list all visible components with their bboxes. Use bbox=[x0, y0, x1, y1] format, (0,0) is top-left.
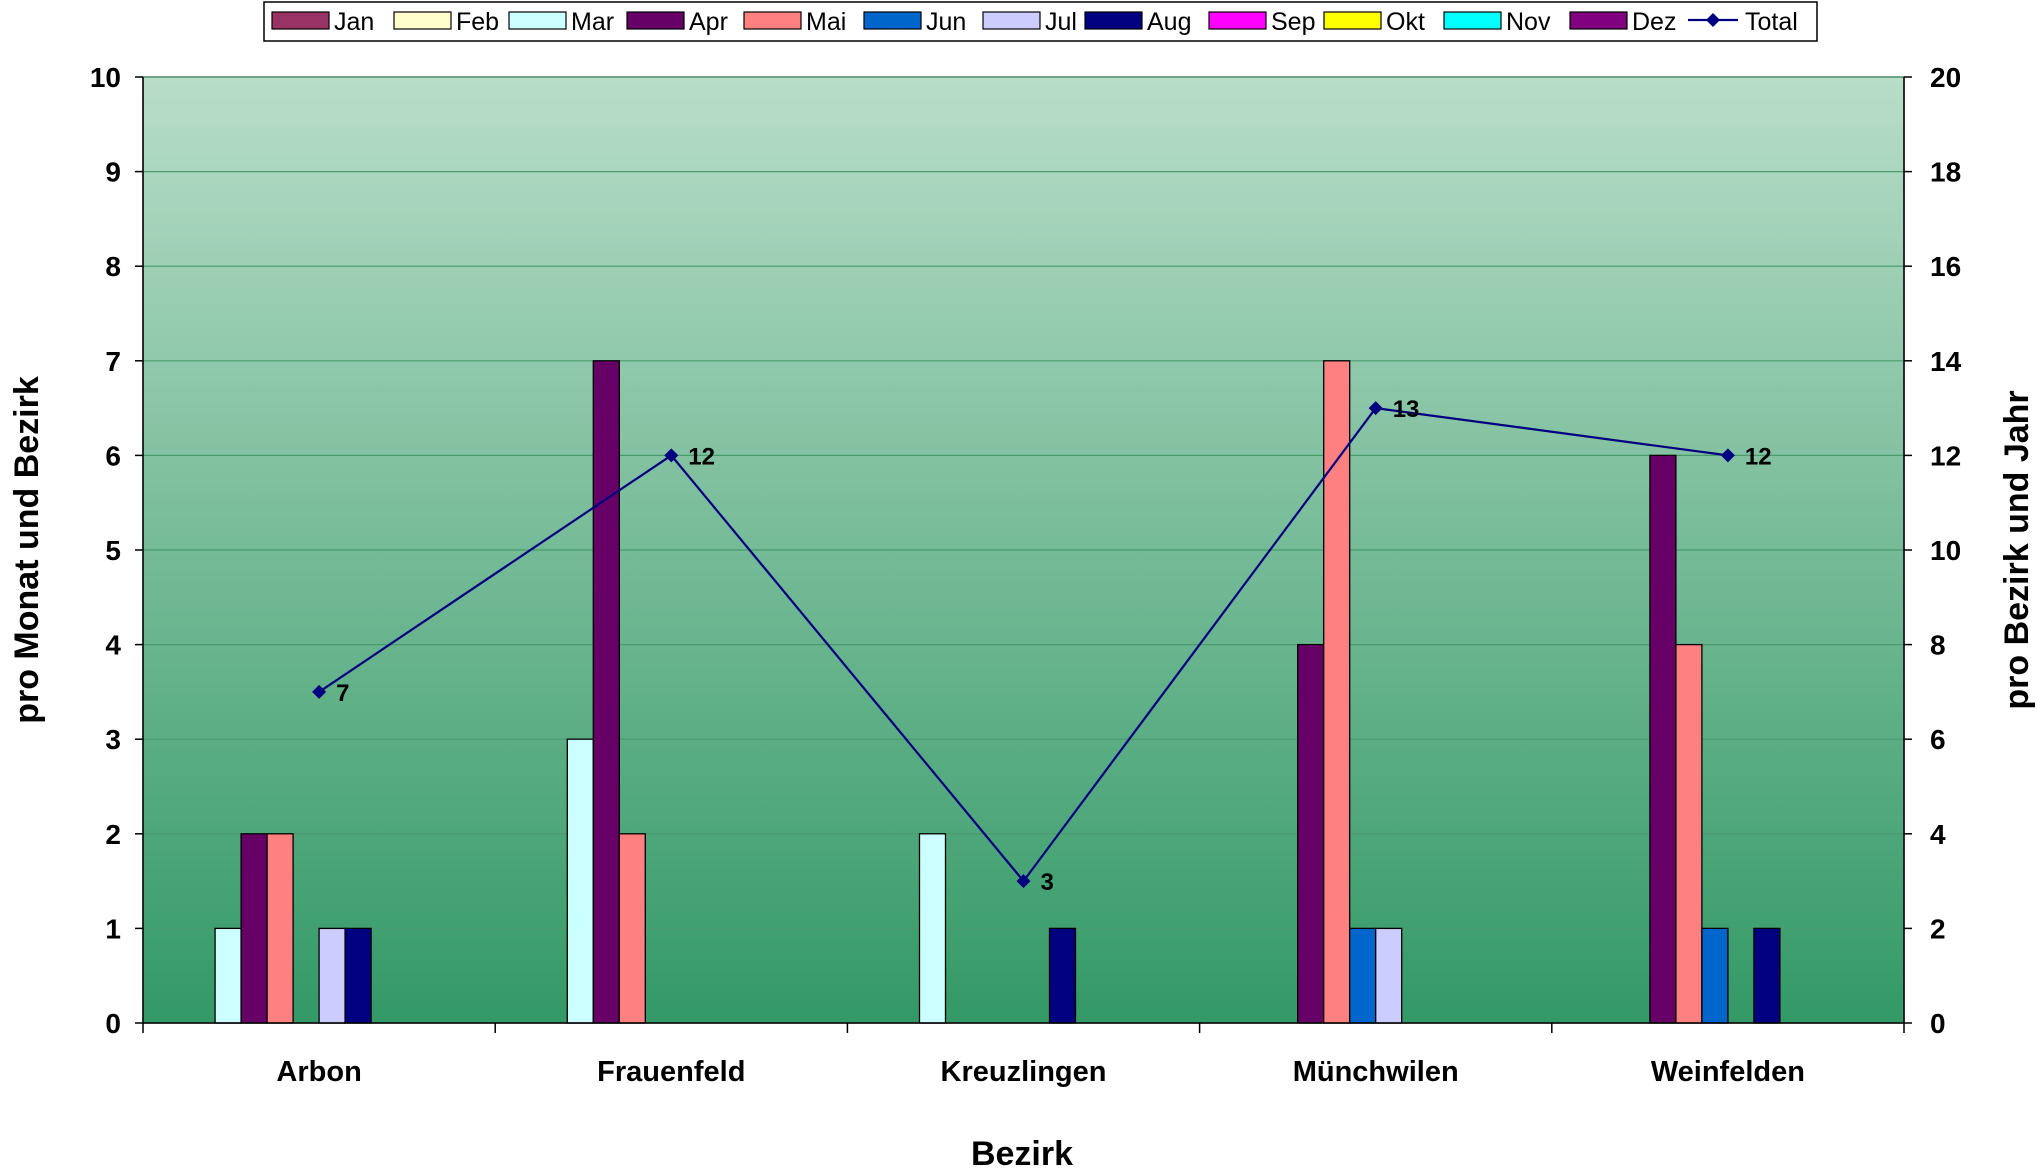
x-tick-label: Frauenfeld bbox=[597, 1056, 745, 1088]
legend-swatch-mar bbox=[508, 11, 567, 30]
bar-aug-1 bbox=[344, 927, 372, 1024]
legend-label: Aug bbox=[1147, 8, 1191, 36]
total-line: 7 12 3 13 12 bbox=[312, 396, 1772, 896]
legend-swatch-okt bbox=[1323, 11, 1382, 30]
bar-jun-5 bbox=[1701, 927, 1729, 1024]
bar-mar-1 bbox=[214, 927, 242, 1024]
total-data-label: 3 bbox=[1041, 869, 1054, 896]
x-tick-label: Münchwilen bbox=[1293, 1056, 1459, 1088]
x-tick-label: Arbon bbox=[276, 1056, 361, 1088]
gridlines bbox=[143, 76, 1904, 930]
bar-apr-4 bbox=[1297, 643, 1325, 1024]
legend-label: Nov bbox=[1506, 8, 1551, 36]
y-tick-label: 10 bbox=[90, 62, 121, 93]
legend-swatch-jan bbox=[271, 11, 330, 30]
legend-swatch-nov bbox=[1443, 11, 1502, 30]
bar-apr-5 bbox=[1649, 454, 1677, 1024]
legend-label: Apr bbox=[689, 8, 728, 36]
total-data-label: 12 bbox=[1745, 443, 1772, 470]
bar-aug-5 bbox=[1753, 927, 1781, 1024]
y2-tick-label: 10 bbox=[1930, 535, 1961, 566]
y2-tick-label: 4 bbox=[1930, 819, 1946, 850]
x-tick-label: Weinfelden bbox=[1651, 1056, 1805, 1088]
bar-apr-2 bbox=[592, 360, 620, 1024]
y-tick-label: 5 bbox=[105, 535, 121, 566]
bar-jul-1 bbox=[318, 927, 346, 1024]
bar-jun-4 bbox=[1349, 927, 1377, 1024]
bar-mai-5 bbox=[1675, 643, 1703, 1024]
legend-label: Total bbox=[1745, 8, 1798, 36]
legend-label: Jun bbox=[926, 8, 966, 36]
y2-tick-label: 16 bbox=[1930, 251, 1961, 282]
legend-label: Feb bbox=[456, 8, 499, 36]
y-tick-label: 9 bbox=[105, 157, 121, 188]
total-data-label: 12 bbox=[688, 443, 715, 470]
legend-swatch-aug bbox=[1084, 11, 1143, 30]
legend: Jan Feb Mar Apr Mai Jun Jul Aug Sep Okt Nov Dez Tota… bbox=[263, 1, 1818, 42]
bar-mar-2 bbox=[566, 738, 594, 1024]
y-tick-label: 1 bbox=[105, 913, 121, 944]
bar-mai-2 bbox=[618, 833, 646, 1024]
y-tick-label: 6 bbox=[105, 440, 121, 471]
legend-label: Okt bbox=[1386, 8, 1425, 36]
total-data-label: 13 bbox=[1393, 396, 1420, 423]
y-tick-label: 7 bbox=[105, 346, 121, 377]
legend-swatch-dez bbox=[1569, 11, 1628, 30]
total-point bbox=[1720, 448, 1735, 463]
y2-tick-label: 8 bbox=[1930, 630, 1946, 661]
legend-swatch-apr bbox=[626, 11, 685, 30]
y2-tick-label: 2 bbox=[1930, 913, 1946, 944]
y-tick-label: 2 bbox=[105, 819, 121, 850]
legend-label: Mai bbox=[806, 8, 846, 36]
bar-aug-3 bbox=[1048, 927, 1077, 1024]
x-axis-title: Bezirk bbox=[971, 1135, 1073, 1170]
legend-swatch-feb bbox=[393, 11, 452, 30]
legend-swatch-jul bbox=[982, 11, 1041, 30]
y-tick-label: 8 bbox=[105, 251, 121, 282]
legend-label: Jul bbox=[1045, 8, 1077, 36]
y-tick-label: 3 bbox=[105, 724, 121, 755]
y2-tick-label: 0 bbox=[1930, 1008, 1946, 1039]
legend-swatch-sep bbox=[1208, 11, 1267, 30]
bar-mai-1 bbox=[266, 833, 294, 1024]
bar-jul-4 bbox=[1375, 927, 1403, 1024]
total-point bbox=[1016, 874, 1031, 889]
y2-tick-label: 12 bbox=[1930, 440, 1961, 471]
total-point bbox=[664, 448, 679, 463]
y2-tick-label: 14 bbox=[1930, 346, 1962, 377]
x-tick-label: Kreuzlingen bbox=[941, 1056, 1107, 1088]
y-tick-label: 4 bbox=[105, 630, 121, 661]
bar-apr-1 bbox=[240, 833, 268, 1024]
legend-label: Sep bbox=[1271, 8, 1315, 36]
bar-mar-3 bbox=[918, 833, 947, 1024]
y-axis-title-left: pro Monat und Bezirk bbox=[8, 376, 46, 724]
legend-label: Jan bbox=[334, 8, 374, 36]
legend-label: Dez bbox=[1632, 8, 1676, 36]
total-point bbox=[312, 684, 327, 699]
y-axis-title-right: pro Bezirk und Jahr bbox=[1998, 390, 2036, 709]
y2-tick-label: 20 bbox=[1930, 62, 1961, 93]
legend-swatch-mai bbox=[743, 11, 802, 30]
y2-tick-label: 18 bbox=[1930, 157, 1961, 188]
total-point bbox=[1368, 401, 1383, 416]
legend-marker-total bbox=[1706, 13, 1720, 27]
y2-tick-label: 6 bbox=[1930, 724, 1946, 755]
total-data-label: 7 bbox=[336, 680, 349, 707]
legend-swatch-jun bbox=[863, 11, 922, 30]
legend-label: Mar bbox=[571, 8, 614, 36]
y-tick-label: 0 bbox=[105, 1008, 121, 1039]
